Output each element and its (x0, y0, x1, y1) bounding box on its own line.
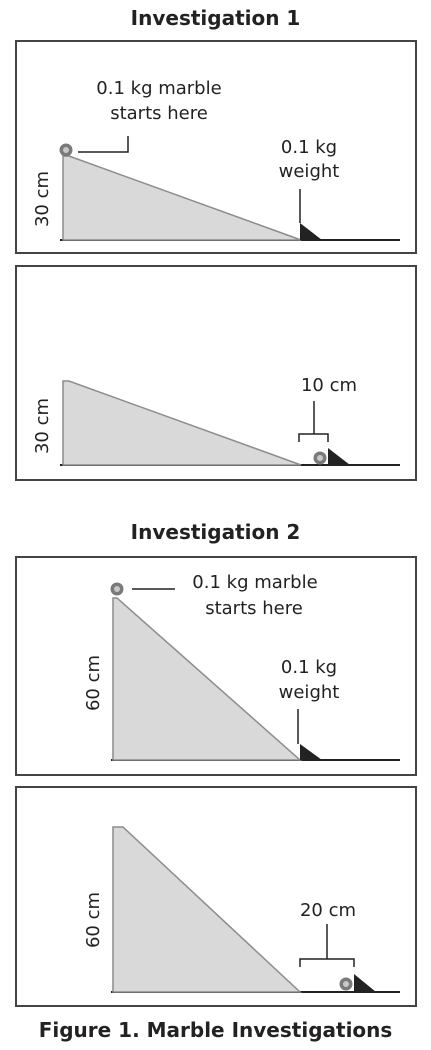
investigation-2-end-diagram: 20 cm 60 cm (83, 826, 400, 993)
weight-label-line-2: weight (279, 682, 340, 703)
weight-label-line-1: 0.1 kg (281, 657, 337, 678)
ramp (112, 826, 302, 993)
investigation-1-title: Investigation 1 (130, 6, 301, 30)
figure-caption: Figure 1. Marble Investigations (38, 1018, 393, 1042)
investigation-2-end-panel: 20 cm 60 cm (15, 786, 417, 1007)
marble (339, 977, 353, 991)
weight-label-line-1: 0.1 kg (281, 137, 337, 158)
investigation-1-end-panel: 10 cm 30 cm (15, 265, 417, 481)
ramp (62, 155, 302, 241)
marble-label-line-1: 0.1 kg marble (96, 78, 221, 99)
distance-bracket (299, 958, 355, 967)
investigation-1-end-diagram: 10 cm 30 cm (32, 375, 400, 466)
ramp (112, 597, 302, 761)
marble (110, 582, 124, 596)
distance-label: 10 cm (301, 375, 357, 396)
marble (59, 143, 73, 157)
investigation-2-start-panel: 0.1 kg marble starts here 0.1 kg weight … (15, 556, 417, 776)
height-label: 60 cm (83, 892, 104, 948)
weight-block (300, 744, 322, 760)
height-label: 30 cm (32, 171, 53, 227)
height-label: 60 cm (83, 655, 104, 711)
marble-label-line-1: 0.1 kg marble (192, 572, 317, 593)
marble (313, 451, 327, 465)
weight-label-line-2: weight (279, 161, 340, 182)
weight-block (300, 223, 322, 240)
distance-label: 20 cm (300, 900, 356, 921)
weight-block (354, 974, 376, 992)
investigation-1-start-panel: 0.1 kg marble starts here 0.1 kg weight … (15, 40, 417, 254)
marble-label-line-2: starts here (110, 103, 208, 124)
height-label: 30 cm (32, 398, 53, 454)
investigation-2-title: Investigation 2 (130, 520, 301, 544)
distance-bracket (298, 433, 329, 442)
marble-label-line-2: starts here (205, 598, 303, 619)
marble-leader-line (78, 136, 129, 153)
weight-block (328, 448, 350, 465)
investigation-2-start-diagram: 0.1 kg marble starts here 0.1 kg weight … (83, 572, 400, 761)
ramp (62, 380, 302, 466)
investigation-1-start-diagram: 0.1 kg marble starts here 0.1 kg weight … (32, 78, 400, 241)
